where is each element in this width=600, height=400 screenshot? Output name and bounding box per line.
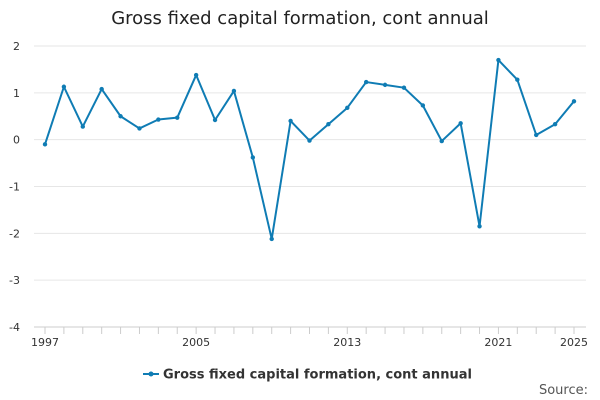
data-point[interactable] (420, 103, 426, 108)
data-point[interactable] (345, 105, 350, 111)
data-point[interactable] (382, 82, 388, 88)
data-point[interactable] (80, 124, 85, 129)
series-group (42, 57, 577, 242)
data-point[interactable] (212, 117, 218, 123)
x-tick-label: 2013 (333, 336, 361, 349)
data-point[interactable] (61, 84, 67, 89)
data-point[interactable] (156, 117, 161, 122)
data-point[interactable] (477, 224, 482, 229)
data-point[interactable] (496, 57, 501, 63)
y-tick-label: 2 (13, 40, 20, 53)
data-point[interactable] (42, 142, 48, 147)
data-point[interactable] (439, 138, 444, 144)
data-point[interactable] (363, 79, 369, 85)
y-axis-ticks: 2 1 0 -1 -2 -3 -4 (9, 40, 20, 334)
data-point[interactable] (401, 85, 407, 90)
source-label: Source: (539, 383, 588, 398)
data-point[interactable] (515, 77, 520, 82)
data-point[interactable] (269, 236, 274, 242)
chart-title: Gross fixed capital formation, cont annu… (111, 8, 489, 29)
x-tick-label: 2025 (560, 336, 588, 349)
data-point[interactable] (458, 121, 463, 126)
data-point[interactable] (250, 155, 256, 160)
data-point[interactable] (307, 138, 312, 143)
data-point[interactable] (99, 86, 104, 92)
legend-swatch-marker (148, 371, 154, 377)
legend-label: Gross fixed capital formation, cont annu… (163, 368, 472, 383)
x-tick-label: 1997 (31, 336, 59, 349)
x-tick-label: 2005 (182, 336, 210, 349)
data-point[interactable] (137, 126, 142, 131)
data-point[interactable] (288, 118, 293, 124)
data-point[interactable] (326, 122, 331, 127)
data-point[interactable] (118, 114, 123, 119)
gridlines (34, 45, 586, 281)
x-tick-label: 2021 (484, 336, 512, 349)
data-point[interactable] (175, 115, 180, 120)
data-point[interactable] (231, 88, 237, 94)
series-line (44, 59, 575, 240)
y-tick-label: -4 (9, 321, 20, 334)
y-tick-label: 1 (13, 87, 20, 100)
y-tick-label: -3 (9, 274, 20, 287)
x-axis-ticks: 1997 2005 2013 2021 2025 (31, 327, 588, 349)
y-tick-label: 0 (13, 134, 20, 147)
data-point[interactable] (571, 99, 577, 104)
y-tick-label: -1 (9, 181, 20, 194)
data-point[interactable] (534, 132, 539, 138)
legend[interactable]: Gross fixed capital formation, cont annu… (143, 368, 472, 383)
data-point[interactable] (552, 122, 558, 127)
y-tick-label: -2 (9, 227, 20, 240)
data-point[interactable] (193, 72, 199, 78)
